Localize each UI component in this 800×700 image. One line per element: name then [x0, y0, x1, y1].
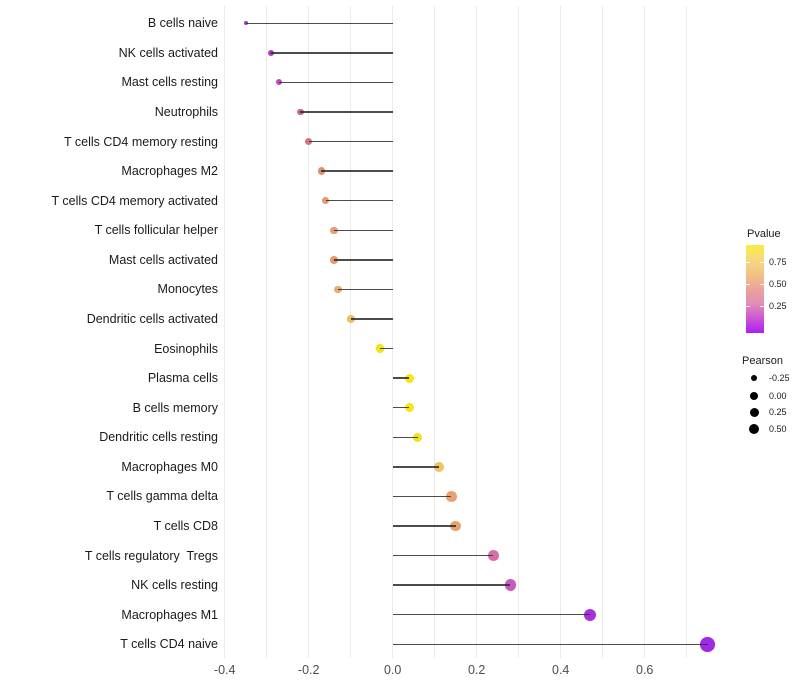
- category-label: T cells regulatory Tregs: [84, 548, 218, 563]
- x-axis-tick-label: -0.4: [213, 663, 236, 677]
- lollipop-stem: [392, 377, 410, 379]
- category-label: Neutrophils: [154, 105, 218, 119]
- lollipop-stem: [392, 406, 410, 409]
- gradient-tick-mark: [760, 283, 764, 285]
- category-label: Plasma cells: [147, 371, 218, 386]
- category-label: T cells CD4 naive: [120, 637, 218, 652]
- pearson-legend-label: 0.50: [769, 424, 787, 435]
- category-label: Mast cells resting: [121, 75, 218, 90]
- lollipop-stem: [392, 495, 452, 498]
- lollipop-stem: [380, 347, 393, 350]
- lollipop-dot: [488, 550, 499, 561]
- pearson-legend-label: -0.25: [769, 373, 790, 384]
- gradient-tick-mark: [746, 261, 750, 263]
- pearson-legend-label: 0.00: [769, 390, 787, 401]
- x-axis-tick-label: 0.0: [383, 663, 402, 677]
- lollipop-dot: [405, 403, 414, 413]
- category-label: T cells CD4 memory resting: [64, 134, 218, 149]
- pvalue-tick-label: 0.25: [769, 301, 787, 311]
- lollipop-stem: [392, 436, 418, 439]
- lollipop-dot: [433, 461, 444, 472]
- category-label: T cells gamma delta: [106, 489, 218, 504]
- lollipop-dot: [405, 373, 414, 383]
- x-axis-tick-label: 0.6: [635, 663, 654, 677]
- lollipop-dot: [446, 491, 457, 502]
- lollipop-stem: [321, 170, 393, 172]
- lollipop-stem: [392, 466, 439, 468]
- gridline: [224, 6, 226, 658]
- category-label: Mast cells activated: [108, 252, 218, 267]
- category-label: Dendritic cells resting: [99, 430, 218, 445]
- gradient-tick-mark: [746, 283, 750, 285]
- pearson-legend-dot: [749, 407, 759, 417]
- lollipop-stem: [392, 613, 591, 616]
- lollipop-dot: [450, 520, 461, 532]
- category-label: T cells follicular helper: [94, 223, 218, 238]
- gridline: [602, 6, 604, 658]
- lollipop-stem: [279, 81, 393, 84]
- category-label: NK cells resting: [131, 578, 218, 593]
- category-label: Monocytes: [157, 282, 218, 297]
- category-label: NK cells activated: [118, 45, 218, 60]
- gridline: [686, 6, 688, 658]
- x-axis-tick-label: 0.2: [467, 663, 486, 677]
- lollipop-stem: [338, 288, 393, 291]
- pvalue-gradient-bar: [746, 245, 764, 333]
- lollipop-dot: [413, 432, 423, 442]
- category-label: T cells CD8: [153, 519, 218, 533]
- lollipop-stem: [392, 525, 456, 527]
- gridline: [308, 6, 310, 658]
- gridline: [266, 6, 268, 658]
- category-label: B cells memory: [132, 400, 218, 415]
- gridline: [434, 6, 436, 658]
- lollipop-dot: [504, 579, 517, 591]
- pvalue-legend-title: Pvalue: [747, 228, 781, 240]
- lollipop-stem: [333, 259, 393, 261]
- category-label: Macrophages M1: [121, 607, 218, 622]
- category-label: T cells CD4 memory activated: [51, 193, 219, 208]
- pvalue-tick-label: 0.50: [769, 279, 787, 289]
- category-label: Eosinophils: [154, 341, 218, 356]
- lollipop-stem: [392, 643, 708, 646]
- lollipop-dot: [700, 637, 715, 652]
- pvalue-tick-label: 0.75: [769, 257, 787, 267]
- gradient-tick-mark: [760, 305, 764, 307]
- pearson-legend-label: 0.25: [769, 407, 787, 418]
- gridline: [560, 6, 562, 658]
- category-label: Macrophages M2: [121, 164, 218, 179]
- lollipop-stem: [300, 111, 393, 113]
- gradient-tick-mark: [746, 305, 750, 307]
- lollipop-stem: [308, 140, 393, 143]
- lollipop-stem: [325, 199, 393, 202]
- category-label: B cells naive: [147, 16, 218, 31]
- gridline: [392, 6, 394, 658]
- category-label: Dendritic cells activated: [86, 312, 218, 326]
- gridline: [350, 6, 352, 658]
- lollipop-stem: [392, 584, 511, 586]
- gridline: [644, 6, 646, 658]
- pearson-legend-title: Pearson: [742, 355, 783, 367]
- gradient-tick-mark: [760, 261, 764, 263]
- gridline: [476, 6, 478, 658]
- pearson-legend-dot: [751, 375, 758, 382]
- pearson-legend-dot: [750, 391, 759, 400]
- lollipop-stem: [245, 22, 393, 25]
- lollipop-stem: [392, 554, 494, 557]
- lollipop-stem: [333, 229, 393, 232]
- lollipop-stem: [270, 52, 393, 54]
- lollipop-stem: [350, 318, 393, 320]
- x-axis-tick-label: -0.2: [297, 663, 320, 677]
- lollipop-dot: [584, 608, 597, 621]
- category-label: Macrophages M0: [121, 459, 218, 474]
- gridline: [518, 6, 520, 658]
- pearson-legend-dot: [749, 424, 760, 435]
- x-axis-tick-label: 0.4: [551, 663, 570, 677]
